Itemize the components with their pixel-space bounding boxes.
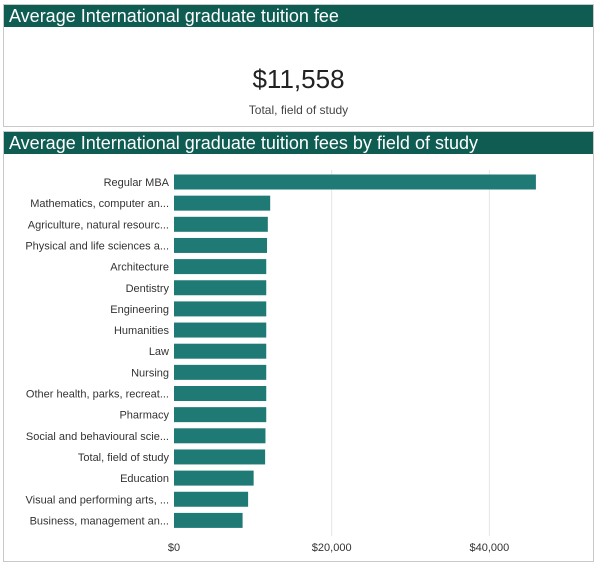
kpi-value: $11,558: [252, 64, 345, 94]
bar: [174, 259, 267, 275]
category-label: Business, management an...: [30, 515, 169, 527]
bar: [174, 343, 267, 359]
bar: [174, 174, 536, 190]
category-label: Mathematics, computer an...: [30, 198, 169, 210]
bar: [174, 195, 271, 211]
bar: [174, 322, 267, 338]
bar: [174, 407, 267, 423]
bar: [174, 428, 266, 444]
bar: [174, 491, 249, 507]
bar-chart: Regular MBA Mathematics, computer an... Ag…: [25, 170, 536, 554]
category-label: Other health, parks, recreat...: [26, 389, 169, 401]
bar: [174, 386, 267, 401]
category-label: Law: [149, 346, 169, 358]
kpi-caption: Total, field of study: [248, 103, 349, 117]
category-label: Agriculture, natural resourc...: [28, 219, 169, 231]
bar: [174, 449, 266, 465]
category-label: Education: [120, 473, 169, 485]
bar: [174, 216, 268, 232]
bar: [174, 470, 254, 486]
kpi-card: Average International graduate tuition f…: [3, 4, 594, 127]
category-label: Visual and performing arts, ...: [26, 494, 169, 506]
bar: [174, 237, 268, 253]
bar: [174, 280, 267, 296]
category-label: Social and behavioural scie...: [26, 431, 169, 443]
category-label: Regular MBA: [104, 177, 170, 189]
category-label: Nursing: [131, 367, 169, 379]
bar: [174, 512, 243, 528]
bar: [174, 364, 267, 380]
chart-title: Average International graduate tuition f…: [4, 132, 593, 154]
category-label: Physical and life sciences a...: [25, 240, 169, 252]
category-label: Engineering: [110, 304, 169, 316]
x-tick-label: $40,000: [470, 542, 510, 554]
category-label: Pharmacy: [119, 410, 169, 422]
x-tick-label: $0: [168, 542, 180, 554]
category-label: Architecture: [110, 262, 169, 274]
x-tick-label: $20,000: [312, 542, 352, 554]
bar: [174, 301, 267, 317]
category-label: Total, field of study: [78, 452, 170, 464]
bar-chart-panel: Average International graduate tuition f…: [3, 131, 594, 562]
category-label: Humanities: [114, 325, 170, 337]
category-label: Dentistry: [126, 283, 170, 295]
kpi-card-title: Average International graduate tuition f…: [4, 5, 593, 27]
